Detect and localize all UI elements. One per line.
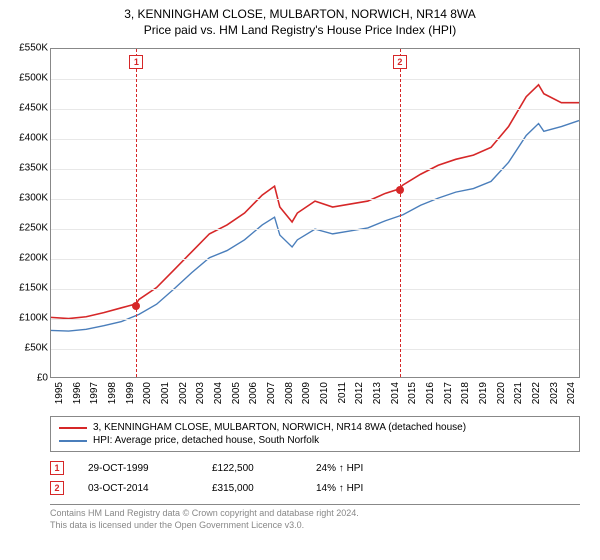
x-tick-label: 2005 bbox=[231, 382, 242, 404]
legend: 3, KENNINGHAM CLOSE, MULBARTON, NORWICH,… bbox=[50, 416, 580, 452]
legend-label-property: 3, KENNINGHAM CLOSE, MULBARTON, NORWICH,… bbox=[93, 422, 466, 433]
y-tick-label: £0 bbox=[37, 373, 48, 384]
legend-item-property: 3, KENNINGHAM CLOSE, MULBARTON, NORWICH,… bbox=[59, 421, 571, 434]
y-tick-label: £500K bbox=[19, 73, 48, 84]
x-tick-label: 2019 bbox=[478, 382, 489, 404]
x-tick-label: 1995 bbox=[54, 382, 65, 404]
x-tick-label: 2002 bbox=[178, 382, 189, 404]
x-tick-label: 2014 bbox=[390, 382, 401, 404]
x-tick-label: 2013 bbox=[372, 382, 383, 404]
y-tick-label: £400K bbox=[19, 133, 48, 144]
event-dot-2 bbox=[396, 186, 404, 194]
x-tick-label: 2017 bbox=[443, 382, 454, 404]
y-tick-label: £300K bbox=[19, 193, 48, 204]
x-tick-label: 1998 bbox=[107, 382, 118, 404]
x-tick-label: 2010 bbox=[319, 382, 330, 404]
series-line-hpi bbox=[51, 121, 579, 332]
legend-swatch-property bbox=[59, 427, 87, 429]
title-line2: Price paid vs. HM Land Registry's House … bbox=[10, 22, 590, 38]
y-tick-label: £200K bbox=[19, 253, 48, 264]
line-series-svg bbox=[51, 49, 579, 377]
x-tick-label: 2016 bbox=[425, 382, 436, 404]
title-line1: 3, KENNINGHAM CLOSE, MULBARTON, NORWICH,… bbox=[10, 6, 590, 22]
event-diff-1: 24% ↑ HPI bbox=[316, 463, 396, 474]
y-tick-label: £450K bbox=[19, 103, 48, 114]
x-tick-label: 2000 bbox=[142, 382, 153, 404]
x-tick-label: 2020 bbox=[496, 382, 507, 404]
x-axis-labels: 1995 1996 1997 1998 1999 2000 2001 2002 2003 2004… bbox=[50, 382, 580, 412]
event-badge-1: 1 bbox=[50, 461, 64, 475]
legend-label-hpi: HPI: Average price, detached house, Sout… bbox=[93, 435, 319, 446]
footer-attribution: Contains HM Land Registry data © Crown c… bbox=[50, 504, 580, 531]
plot-region: 12 bbox=[50, 48, 580, 378]
event-row-1: 1 29-OCT-1999 £122,500 24% ↑ HPI bbox=[50, 458, 580, 478]
legend-item-hpi: HPI: Average price, detached house, Sout… bbox=[59, 434, 571, 447]
footer-line1: Contains HM Land Registry data © Crown c… bbox=[50, 508, 580, 519]
event-price-2: £315,000 bbox=[212, 483, 292, 494]
x-tick-label: 1999 bbox=[125, 382, 136, 404]
x-tick-label: 2007 bbox=[266, 382, 277, 404]
event-date-2: 03-OCT-2014 bbox=[88, 483, 188, 494]
y-tick-label: £150K bbox=[19, 283, 48, 294]
x-tick-label: 2012 bbox=[354, 382, 365, 404]
y-tick-label: £100K bbox=[19, 313, 48, 324]
event-date-1: 29-OCT-1999 bbox=[88, 463, 188, 474]
chart-area: £0 £50K £100K £150K £200K £250K £300K £350K £400… bbox=[10, 42, 590, 412]
y-axis-labels: £0 £50K £100K £150K £200K £250K £300K £350K £400… bbox=[10, 42, 50, 412]
x-tick-label: 2021 bbox=[513, 382, 524, 404]
chart-container: 3, KENNINGHAM CLOSE, MULBARTON, NORWICH,… bbox=[0, 0, 600, 560]
x-tick-label: 1996 bbox=[72, 382, 83, 404]
x-tick-label: 2006 bbox=[248, 382, 259, 404]
x-tick-label: 2023 bbox=[549, 382, 560, 404]
footer-line2: This data is licensed under the Open Gov… bbox=[50, 520, 580, 531]
event-price-1: £122,500 bbox=[212, 463, 292, 474]
event-row-2: 2 03-OCT-2014 £315,000 14% ↑ HPI bbox=[50, 478, 580, 498]
event-dashed-line bbox=[136, 49, 137, 377]
y-tick-label: £550K bbox=[19, 43, 48, 54]
x-tick-label: 2001 bbox=[160, 382, 171, 404]
events-table: 1 29-OCT-1999 £122,500 24% ↑ HPI 2 03-OC… bbox=[50, 458, 580, 498]
event-badge-2: 2 bbox=[50, 481, 64, 495]
x-tick-label: 2003 bbox=[195, 382, 206, 404]
x-tick-label: 2009 bbox=[301, 382, 312, 404]
event-marker-1: 1 bbox=[129, 55, 143, 69]
legend-swatch-hpi bbox=[59, 440, 87, 442]
event-diff-2: 14% ↑ HPI bbox=[316, 483, 396, 494]
event-dot-1 bbox=[132, 302, 140, 310]
x-tick-label: 2011 bbox=[337, 382, 348, 404]
event-marker-2: 2 bbox=[393, 55, 407, 69]
event-dashed-line bbox=[400, 49, 401, 377]
chart-title: 3, KENNINGHAM CLOSE, MULBARTON, NORWICH,… bbox=[10, 6, 590, 38]
x-tick-label: 2008 bbox=[284, 382, 295, 404]
x-tick-label: 2015 bbox=[407, 382, 418, 404]
x-tick-label: 1997 bbox=[89, 382, 100, 404]
y-tick-label: £50K bbox=[25, 343, 48, 354]
x-tick-label: 2024 bbox=[566, 382, 577, 404]
x-tick-label: 2004 bbox=[213, 382, 224, 404]
x-tick-label: 2022 bbox=[531, 382, 542, 404]
series-line-property bbox=[51, 85, 579, 319]
y-tick-label: £350K bbox=[19, 163, 48, 174]
x-tick-label: 2018 bbox=[460, 382, 471, 404]
y-tick-label: £250K bbox=[19, 223, 48, 234]
